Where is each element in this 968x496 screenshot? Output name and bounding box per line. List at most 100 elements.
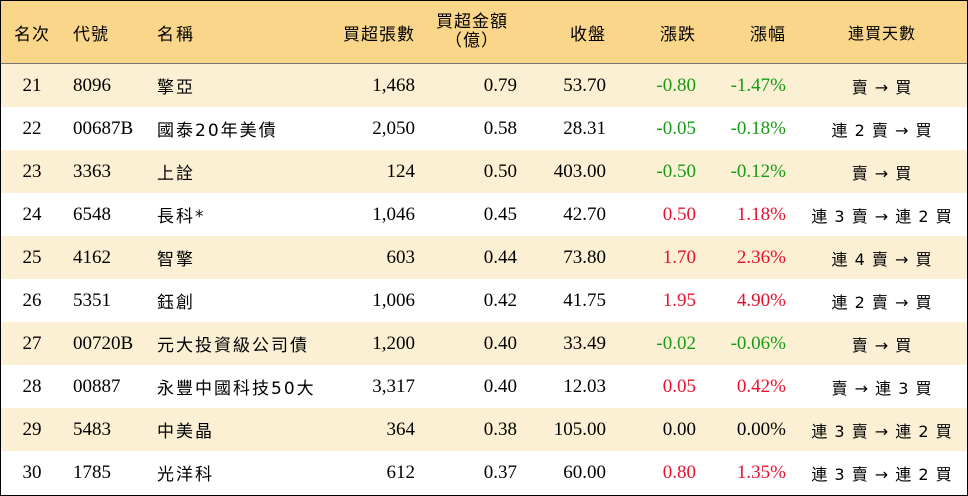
cell-volume: 603 [386, 246, 416, 268]
table-row[interactable]: 26 5351 鈺創 1,006 0.42 41.75 1.95 4.90% 連 2 賣 → 買 [1, 279, 967, 322]
cell-pct: 4.90% [736, 289, 786, 311]
cell-change: 1.95 [662, 289, 696, 311]
header-code[interactable]: 代號 [73, 24, 109, 45]
cell-name: 智擎 [157, 250, 195, 270]
table-header: 名次 代號 名稱 買超張數 買超金額 （億） 收盤 漲跌 漲幅 連買天數 [1, 1, 967, 64]
cell-volume: 2,050 [372, 117, 415, 139]
table-row[interactable]: 28 00887 永豐中國科技50大 3,317 0.40 12.03 0.05 0.42% 賣… [1, 365, 967, 408]
cell-days: 連 3 賣 → 連 2 買 [811, 464, 953, 484]
cell-volume: 612 [386, 461, 416, 483]
cell-name: 鈺創 [157, 293, 195, 313]
cell-days: 連 2 賣 → 買 [831, 120, 933, 140]
cell-change: 1.70 [662, 246, 696, 268]
cell-rank: 22 [22, 117, 42, 139]
cell-close: 73.80 [563, 246, 606, 268]
cell-code: 00887 [73, 375, 121, 397]
cell-code: 5483 [73, 418, 111, 440]
cell-code: 00720B [73, 332, 134, 354]
cell-rank: 21 [22, 74, 42, 96]
cell-close: 12.03 [563, 375, 606, 397]
cell-rank: 26 [22, 289, 42, 311]
table-row[interactable]: 21 8096 擎亞 1,468 0.79 53.70 -0.80 -1.47% 賣 → 買 [1, 64, 967, 107]
cell-days: 賣 → 買 [851, 77, 913, 97]
cell-code: 1785 [73, 461, 111, 483]
cell-code: 5351 [73, 289, 111, 311]
cell-days: 連 3 賣 → 連 2 買 [811, 421, 953, 441]
cell-change: 0.05 [662, 375, 696, 397]
table-row[interactable]: 25 4162 智擎 603 0.44 73.80 1.70 2.36% 連 4 賣 → 買 [1, 236, 967, 279]
cell-close: 41.75 [563, 289, 606, 311]
cell-close: 53.70 [563, 74, 606, 96]
cell-close: 60.00 [563, 461, 606, 483]
cell-change: 0.80 [662, 461, 696, 483]
header-amount-line1: 買超金額 [436, 12, 508, 32]
table-row[interactable]: 27 00720B 元大投資級公司債 1,200 0.40 33.49 -0.02 -0.06… [1, 322, 967, 365]
cell-rank: 27 [22, 332, 42, 354]
cell-amount: 0.40 [483, 332, 517, 354]
cell-pct: -0.18% [730, 117, 786, 139]
table-row[interactable]: 23 3363 上詮 124 0.50 403.00 -0.50 -0.12% 賣 → 買 [1, 150, 967, 193]
header-volume[interactable]: 買超張數 [343, 24, 415, 45]
cell-name: 永豐中國科技50大 [157, 379, 316, 399]
header-name[interactable]: 名稱 [157, 24, 195, 45]
cell-pct: 1.35% [736, 461, 786, 483]
cell-volume: 364 [386, 418, 416, 440]
table-row[interactable]: 22 00687B 國泰20年美債 2,050 0.58 28.31 -0.05 -0.18%… [1, 107, 967, 150]
cell-rank: 24 [22, 203, 42, 225]
cell-days: 連 2 賣 → 買 [831, 292, 933, 312]
cell-volume: 1,468 [372, 74, 415, 96]
cell-days: 連 4 賣 → 買 [831, 249, 933, 269]
header-amount[interactable]: 買超金額 （億） [427, 1, 517, 63]
table-row[interactable]: 24 6548 長科* 1,046 0.45 42.70 0.50 1.18% 連 3 賣 → … [1, 193, 967, 236]
cell-change: 0.50 [662, 203, 696, 225]
cell-code: 4162 [73, 246, 111, 268]
cell-rank: 25 [22, 246, 42, 268]
cell-change: -0.05 [656, 117, 696, 139]
cell-change: -0.50 [656, 160, 696, 182]
cell-pct: 1.18% [736, 203, 786, 225]
cell-rank: 30 [22, 461, 42, 483]
cell-pct: -0.12% [730, 160, 786, 182]
cell-rank: 23 [22, 160, 42, 182]
cell-amount: 0.42 [483, 289, 517, 311]
cell-amount: 0.38 [483, 418, 517, 440]
cell-days: 連 3 賣 → 連 2 買 [811, 206, 953, 226]
header-days[interactable]: 連買天數 [847, 24, 916, 43]
cell-days: 賣 → 連 3 買 [831, 378, 933, 398]
header-rank[interactable]: 名次 [14, 24, 50, 45]
cell-code: 8096 [73, 74, 111, 96]
header-amount-line2: （億） [445, 31, 499, 51]
cell-change: -0.80 [656, 74, 696, 96]
cell-days: 賣 → 買 [851, 163, 913, 183]
cell-amount: 0.58 [483, 117, 517, 139]
cell-amount: 0.40 [483, 375, 517, 397]
cell-name: 擎亞 [157, 78, 195, 98]
table-row[interactable]: 29 5483 中美晶 364 0.38 105.00 0.00 0.00% 連 3 賣 → 連… [1, 408, 967, 451]
cell-rank: 29 [22, 418, 42, 440]
table-row[interactable]: 30 1785 光洋科 612 0.37 60.00 0.80 1.35% 連 3 賣 → 連 … [1, 451, 967, 494]
cell-volume: 3,317 [372, 375, 415, 397]
cell-pct: 2.36% [736, 246, 786, 268]
cell-volume: 1,006 [372, 289, 415, 311]
cell-change: 0.00 [662, 418, 696, 440]
cell-name: 元大投資級公司債 [157, 336, 309, 356]
cell-close: 42.70 [563, 203, 606, 225]
cell-pct: 0.42% [736, 375, 786, 397]
cell-amount: 0.50 [483, 160, 517, 182]
header-close[interactable]: 收盤 [570, 24, 606, 45]
cell-name: 上詮 [157, 164, 195, 184]
cell-name: 光洋科 [157, 465, 214, 485]
cell-close: 28.31 [563, 117, 606, 139]
cell-pct: -0.06% [730, 332, 786, 354]
cell-volume: 1,046 [372, 203, 415, 225]
header-change[interactable]: 漲跌 [660, 24, 696, 45]
cell-name: 長科* [157, 207, 206, 227]
cell-close: 105.00 [553, 418, 606, 440]
cell-amount: 0.45 [483, 203, 517, 225]
cell-amount: 0.37 [483, 461, 517, 483]
cell-rank: 28 [22, 375, 42, 397]
cell-pct: 0.00% [736, 418, 786, 440]
header-pct[interactable]: 漲幅 [750, 24, 786, 45]
cell-change: -0.02 [656, 332, 696, 354]
